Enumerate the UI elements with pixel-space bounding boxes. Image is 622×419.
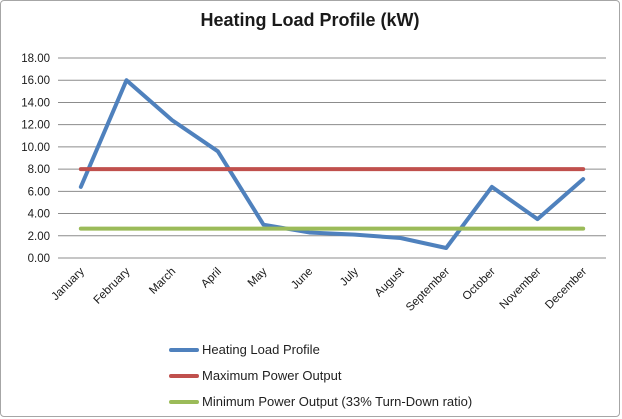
svg-text:July: July [338,265,361,288]
x-axis-category-label: January [50,265,88,303]
legend-label: Heating Load Profile [202,342,320,357]
legend-marker-minimum-power-output [169,399,199,404]
y-axis-tick-label: 12.00 [21,120,50,132]
x-axis-category-label: November [498,266,544,312]
legend-item-minimum-power-output: Minimum Power Output (33% Turn-Down rati… [169,393,472,410]
y-axis-tick-label: 0.00 [28,253,50,265]
chart-title: Heating Load Profile (kW) [200,10,420,30]
legend-marker-maximum-power-output [169,373,199,378]
legend-label: Minimum Power Output (33% Turn-Down rati… [202,394,473,409]
legend-item-maximum-power-output: Maximum Power Output [169,367,472,384]
x-axis-category-label: June [289,266,315,292]
svg-text:October: October [461,266,499,304]
y-axis-tick-label: 16.00 [21,75,50,87]
svg-text:May: May [246,265,270,289]
y-axis-tick-label: 2.00 [28,231,50,243]
svg-text:December: December [543,266,589,312]
x-axis-category-label: May [246,265,270,289]
svg-text:February: February [92,265,133,306]
svg-text:January: January [50,265,88,303]
x-axis-category-label: February [92,265,133,306]
svg-text:April: April [199,266,224,291]
legend-label: Maximum Power Output [202,368,342,383]
svg-text:September: September [404,266,452,314]
x-axis-category-label: December [543,266,589,312]
y-axis-tick-label: 10.00 [21,142,50,154]
legend-item-heating-load-profile: Heating Load Profile [169,341,472,358]
y-axis-tick-label: 14.00 [21,97,50,109]
x-axis-category-label: September [404,266,452,314]
svg-text:March: March [147,266,178,297]
x-axis-category-label: July [338,265,361,288]
y-axis-tick-label: 4.00 [28,209,50,221]
x-axis-category-label: April [199,266,224,291]
x-axis-category-label: October [461,266,499,304]
svg-text:November: November [498,266,544,312]
svg-text:June: June [289,266,315,292]
svg-text:August: August [373,265,407,299]
x-axis-category-label: March [147,266,178,297]
legend: Heating Load Profile Maximum Power Outpu… [169,341,472,410]
y-axis-tick-label: 6.00 [28,186,50,198]
plot-area: 0.00 2.00 4.00 6.00 8.00 10.00 12.00 14.00 16.00… [21,53,606,314]
legend-marker-heating-load-profile [169,347,199,352]
y-axis-tick-label: 8.00 [28,164,50,176]
series-line-heating-load-profile [78,78,586,250]
y-axis-tick-label: 18.00 [21,53,50,65]
x-axis-category-label: August [373,265,407,299]
